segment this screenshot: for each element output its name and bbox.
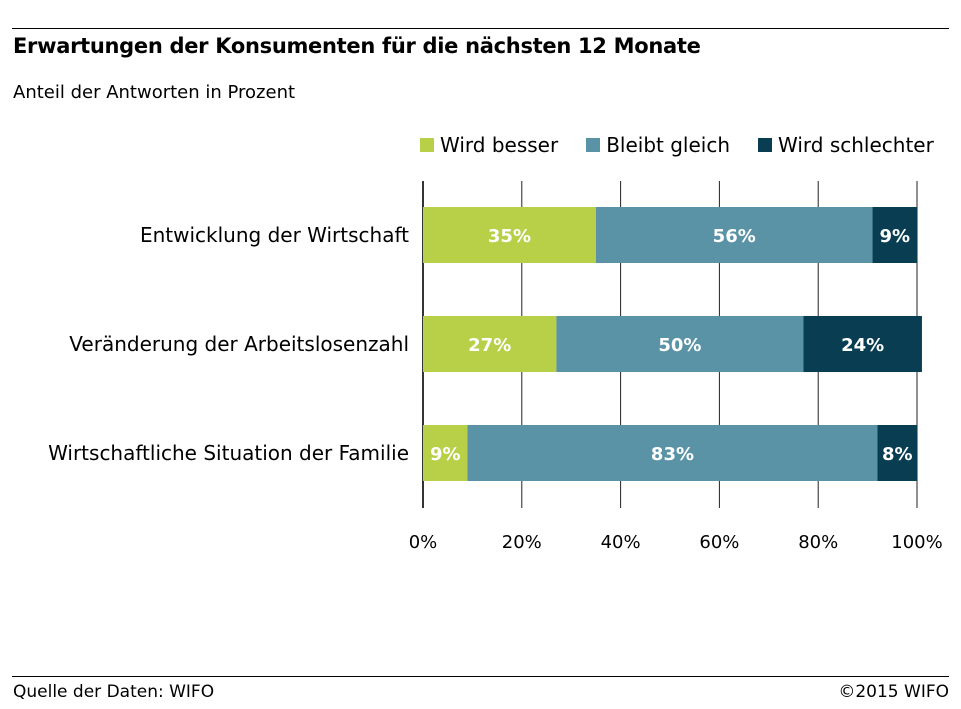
x-tick-label: 60%	[699, 532, 739, 553]
x-tick-label: 100%	[891, 532, 942, 553]
legend-item-bleibt-gleich: Bleibt gleich	[586, 133, 730, 157]
data-label: 9%	[879, 226, 910, 247]
legend-label: Wird besser	[440, 133, 559, 157]
data-label: 27%	[468, 335, 511, 356]
bar-segment	[423, 425, 468, 481]
bar-segment	[423, 316, 557, 372]
bar-segment	[877, 425, 917, 481]
x-tick-label: 80%	[798, 532, 838, 553]
data-label: 35%	[488, 226, 531, 247]
category-label: Wirtschaftliche Situation der Familie	[48, 441, 409, 465]
bottom-rule	[12, 676, 949, 677]
x-tick-label: 20%	[502, 532, 542, 553]
category-label: Veränderung der Arbeitslosenzahl	[69, 332, 409, 356]
bar-segment	[872, 207, 917, 263]
legend-label: Wird schlechter	[778, 133, 934, 157]
legend-item-wird-besser: Wird besser	[420, 133, 558, 157]
x-tick-label: 40%	[601, 532, 641, 553]
source-note: Quelle der Daten: WIFO	[13, 682, 215, 702]
legend-swatch	[420, 138, 434, 152]
data-label: 8%	[882, 444, 913, 465]
category-label: Entwicklung der Wirtschaft	[140, 223, 409, 247]
data-label: 50%	[658, 335, 701, 356]
legend-item-wird-schlechter: Wird schlechter	[758, 133, 934, 157]
chart-title: Erwartungen der Konsumenten für die näch…	[13, 34, 701, 58]
copyright-note: ©2015 WIFO	[838, 682, 949, 702]
bar-segment	[556, 316, 804, 372]
data-label: 83%	[651, 444, 694, 465]
bar-segment	[595, 207, 873, 263]
bar-segment	[423, 207, 596, 263]
chart-subtitle: Anteil der Antworten in Prozent	[13, 82, 296, 103]
x-tick-label: 0%	[409, 532, 438, 553]
bar-segment	[803, 316, 922, 372]
data-label: 56%	[713, 226, 756, 247]
bar-segment	[467, 425, 878, 481]
legend-swatch	[586, 138, 601, 152]
data-label: 24%	[841, 335, 884, 356]
legend: Wird besser Bleibt gleich Wird schlechte…	[420, 132, 934, 158]
data-label: 9%	[430, 444, 461, 465]
legend-swatch	[758, 138, 773, 152]
legend-label: Bleibt gleich	[606, 133, 731, 157]
top-rule	[12, 28, 949, 29]
